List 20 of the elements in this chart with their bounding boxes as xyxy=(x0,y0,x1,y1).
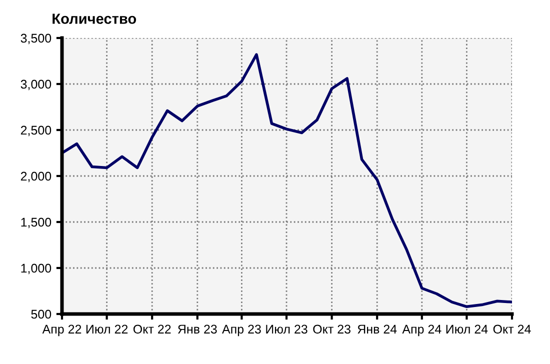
x-tick-label: Июл 23 xyxy=(266,324,308,334)
y-tick-label: 2,000 xyxy=(20,172,52,182)
x-tick-label: Янв 23 xyxy=(178,324,217,334)
x-tick-label: Июл 24 xyxy=(446,324,488,334)
x-tick-label: Апр 24 xyxy=(402,324,442,336)
x-tick-label: Янв 24 xyxy=(358,324,397,334)
y-tick-label: 2,500 xyxy=(20,126,52,136)
x-tick-label: Окт 24 xyxy=(493,324,531,334)
y-tick-label: 500 xyxy=(31,310,52,319)
line-series xyxy=(62,53,512,308)
x-tick-label: Апр 23 xyxy=(222,324,261,336)
x-tick-label: Апр 22 xyxy=(42,324,82,336)
x-tick-label: Окт 23 xyxy=(313,324,350,334)
y-tick-label: 1,500 xyxy=(21,218,52,228)
x-tick-label: Июл 22 xyxy=(86,324,128,334)
y-tick-label: 3,000 xyxy=(20,80,52,90)
y-tick-label: 3,500 xyxy=(20,34,52,44)
y-tick-label: 1,000 xyxy=(21,264,52,274)
chart-title: Количество xyxy=(52,14,136,24)
x-tick-label: Окт 22 xyxy=(133,324,171,334)
